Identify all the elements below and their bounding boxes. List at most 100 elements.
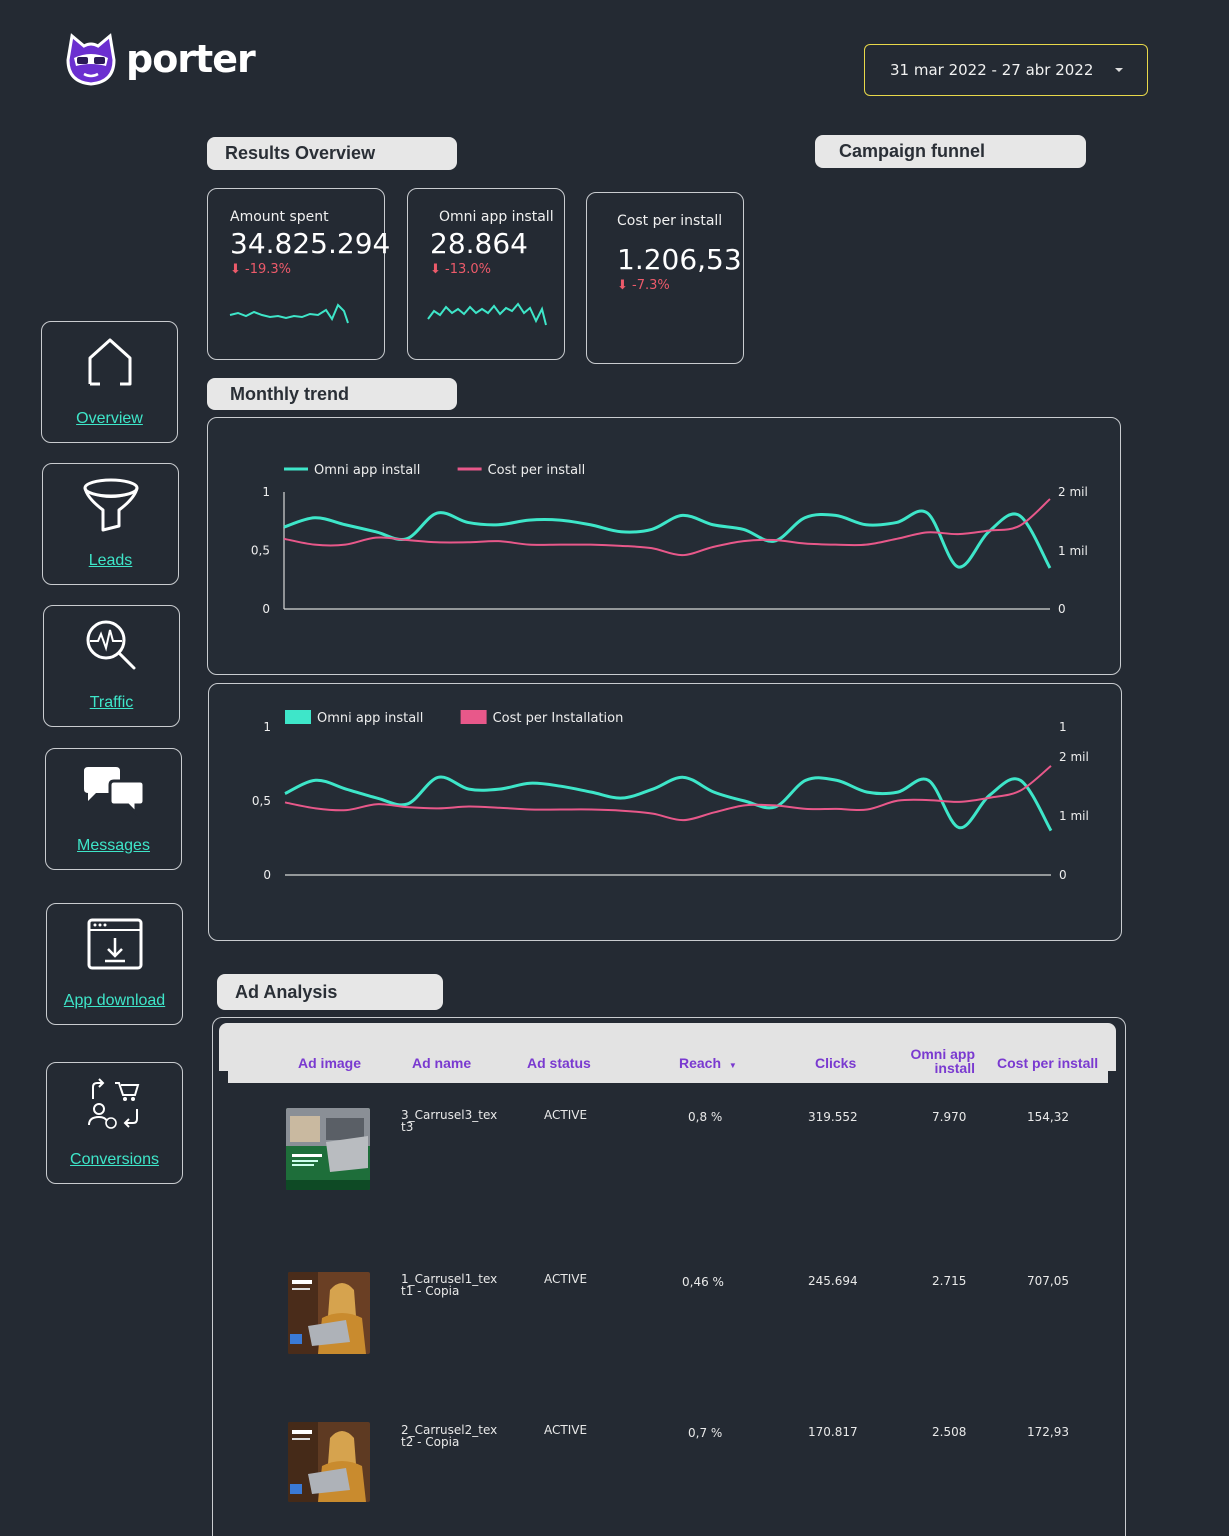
right-tick-label: 2 mil bbox=[1058, 485, 1088, 499]
legend-label: Omni app install bbox=[314, 463, 420, 478]
table-header-strip bbox=[228, 1071, 1108, 1083]
download-window-icon bbox=[87, 918, 142, 970]
brand-name: porter bbox=[126, 37, 256, 81]
col-ad-name[interactable]: Ad name bbox=[412, 1055, 472, 1071]
legend-label: Cost per Installation bbox=[493, 711, 624, 726]
nav-label: Messages bbox=[77, 837, 150, 854]
kpi-change: ⬇ -19.3% bbox=[230, 262, 292, 277]
left-tick-label: 1 bbox=[263, 720, 271, 734]
section-campaign-funnel: Campaign funnel bbox=[815, 135, 1086, 168]
left-tick-label: 0 bbox=[262, 602, 270, 616]
date-range-picker[interactable]: 31 mar 2022 - 27 abr 2022 bbox=[864, 44, 1148, 96]
reach: 0,8 % bbox=[688, 1110, 723, 1124]
sparkline bbox=[427, 302, 547, 326]
woman-laptop-ad-thumbnail bbox=[288, 1422, 370, 1502]
line-chart: Omni app install Cost per install 1 0,5 0 2 m… bbox=[251, 463, 1088, 616]
series-line bbox=[283, 509, 1052, 569]
left-tick-label: 1 bbox=[262, 485, 270, 499]
right-tick-label: 1 bbox=[1059, 720, 1067, 734]
monthly-trend-chart-2: Omni app install Cost per Installation 1 0,… bbox=[208, 683, 1122, 941]
porter-cat-logo-icon bbox=[66, 33, 116, 86]
cost-per-install: 154,32 bbox=[1027, 1110, 1069, 1124]
kpi-change: ⬇ -7.3% bbox=[617, 278, 670, 293]
legend-swatch bbox=[460, 710, 487, 724]
kpi-label: Cost per install bbox=[617, 213, 723, 229]
col-clicks[interactable]: Clicks bbox=[815, 1055, 857, 1071]
right-tick-label: 2 mil bbox=[1059, 750, 1089, 764]
col-ad-image[interactable]: Ad image bbox=[298, 1055, 362, 1071]
brand-logo: porter bbox=[62, 30, 256, 88]
sparkline bbox=[229, 303, 349, 324]
nav-label: Traffic bbox=[89, 694, 134, 711]
left-tick-label: 0 bbox=[263, 868, 271, 882]
analytics-search-icon bbox=[86, 620, 135, 670]
reach: 0,7 % bbox=[688, 1426, 723, 1440]
left-tick-label: 0,5 bbox=[252, 794, 271, 808]
section-ad-analysis: Ad Analysis bbox=[217, 974, 443, 1010]
ad-analysis-table bbox=[212, 1017, 1126, 1536]
col-ad-status[interactable]: Ad status bbox=[527, 1055, 591, 1071]
home-icon bbox=[88, 338, 131, 386]
ad-status: ACTIVE bbox=[544, 1423, 588, 1437]
series-line bbox=[283, 498, 1051, 557]
nav-label: Conversions bbox=[70, 1151, 159, 1168]
nav-label: Overview bbox=[76, 410, 143, 427]
col-omni-app-install[interactable]: Omni app install bbox=[910, 1046, 975, 1076]
kpi-cost-per-install: Cost per install 1.206,53 ⬇ -7.3% bbox=[586, 192, 744, 364]
chevron-down-icon bbox=[1115, 68, 1123, 72]
table-header bbox=[219, 1023, 1116, 1071]
nav-traffic[interactable]: Traffic bbox=[43, 605, 180, 727]
cost-per-install: 707,05 bbox=[1027, 1274, 1069, 1288]
funnel-icon bbox=[83, 478, 138, 532]
section-monthly-trend: Monthly trend bbox=[207, 378, 457, 410]
line-chart: Omni app install Cost per Installation 1 0,… bbox=[252, 710, 1089, 882]
right-tick-label: 0 bbox=[1058, 602, 1066, 616]
section-results-overview: Results Overview bbox=[207, 137, 457, 170]
ad-status: ACTIVE bbox=[544, 1108, 588, 1122]
ad-name: 3_Carrusel3_tex t3 bbox=[401, 1108, 498, 1134]
kpi-amount-spent: Amount spent 34.825.294 ⬇ -19.3% bbox=[207, 188, 391, 360]
kpi-label: Amount spent bbox=[230, 209, 329, 225]
kpi-omni-app-install: Omni app install 28.864 ⬇ -13.0% bbox=[407, 188, 565, 360]
cost-per-install: 172,93 bbox=[1027, 1425, 1069, 1439]
woman-laptop-ad-thumbnail bbox=[288, 1272, 370, 1354]
reach: 0,46 % bbox=[682, 1275, 724, 1289]
kpi-label: Omni app install bbox=[439, 209, 554, 225]
nav-label: Leads bbox=[88, 552, 133, 569]
right-tick-label: 1 mil bbox=[1058, 544, 1088, 558]
sort-desc-icon: ▼ bbox=[728, 1061, 737, 1070]
clicks: 170.817 bbox=[808, 1425, 858, 1439]
kpi-change: ⬇ -13.0% bbox=[430, 262, 492, 277]
kpi-value: 34.825.294 bbox=[230, 227, 391, 260]
legend-label: Omni app install bbox=[317, 711, 423, 726]
col-reach[interactable]: Reach ▼ bbox=[679, 1055, 737, 1071]
right-tick-label: 0 bbox=[1059, 868, 1067, 882]
nav-leads[interactable]: Leads bbox=[42, 463, 179, 585]
clicks: 319.552 bbox=[808, 1110, 858, 1124]
conversions-icon bbox=[87, 1078, 139, 1129]
nav-app-download[interactable]: App download bbox=[46, 903, 183, 1025]
legend-label: Cost per install bbox=[488, 463, 586, 478]
series-line bbox=[284, 765, 1052, 822]
series-line bbox=[284, 775, 1053, 832]
installs: 2.715 bbox=[932, 1274, 967, 1288]
nav-label: App download bbox=[63, 992, 166, 1009]
nav-overview[interactable]: Overview bbox=[41, 321, 178, 443]
kpi-value: 28.864 bbox=[430, 227, 528, 260]
ad-status: ACTIVE bbox=[544, 1272, 588, 1286]
left-tick-label: 0,5 bbox=[251, 544, 270, 558]
right-tick-label: 1 mil bbox=[1059, 809, 1089, 823]
nav-conversions[interactable]: Conversions bbox=[46, 1062, 183, 1184]
ad-name: 1_Carrusel1_tex t1 - Copia bbox=[401, 1272, 498, 1298]
nav-messages[interactable]: Messages bbox=[45, 748, 182, 870]
chat-bubbles-icon bbox=[83, 767, 145, 817]
monthly-trend-chart-1: Omni app install Cost per install 1 0,5 0 2 m… bbox=[207, 417, 1121, 675]
clicks: 245.694 bbox=[808, 1274, 858, 1288]
kpi-value: 1.206,53 bbox=[617, 243, 742, 276]
laptop-ad-thumbnail bbox=[286, 1108, 370, 1190]
col-cost-per-install[interactable]: Cost per install bbox=[997, 1055, 1099, 1071]
legend-swatch bbox=[285, 710, 311, 724]
date-range-value: 31 mar 2022 - 27 abr 2022 bbox=[890, 61, 1094, 79]
ad-name: 2_Carrusel2_tex t2 - Copia bbox=[401, 1423, 498, 1449]
installs: 7.970 bbox=[932, 1110, 967, 1124]
